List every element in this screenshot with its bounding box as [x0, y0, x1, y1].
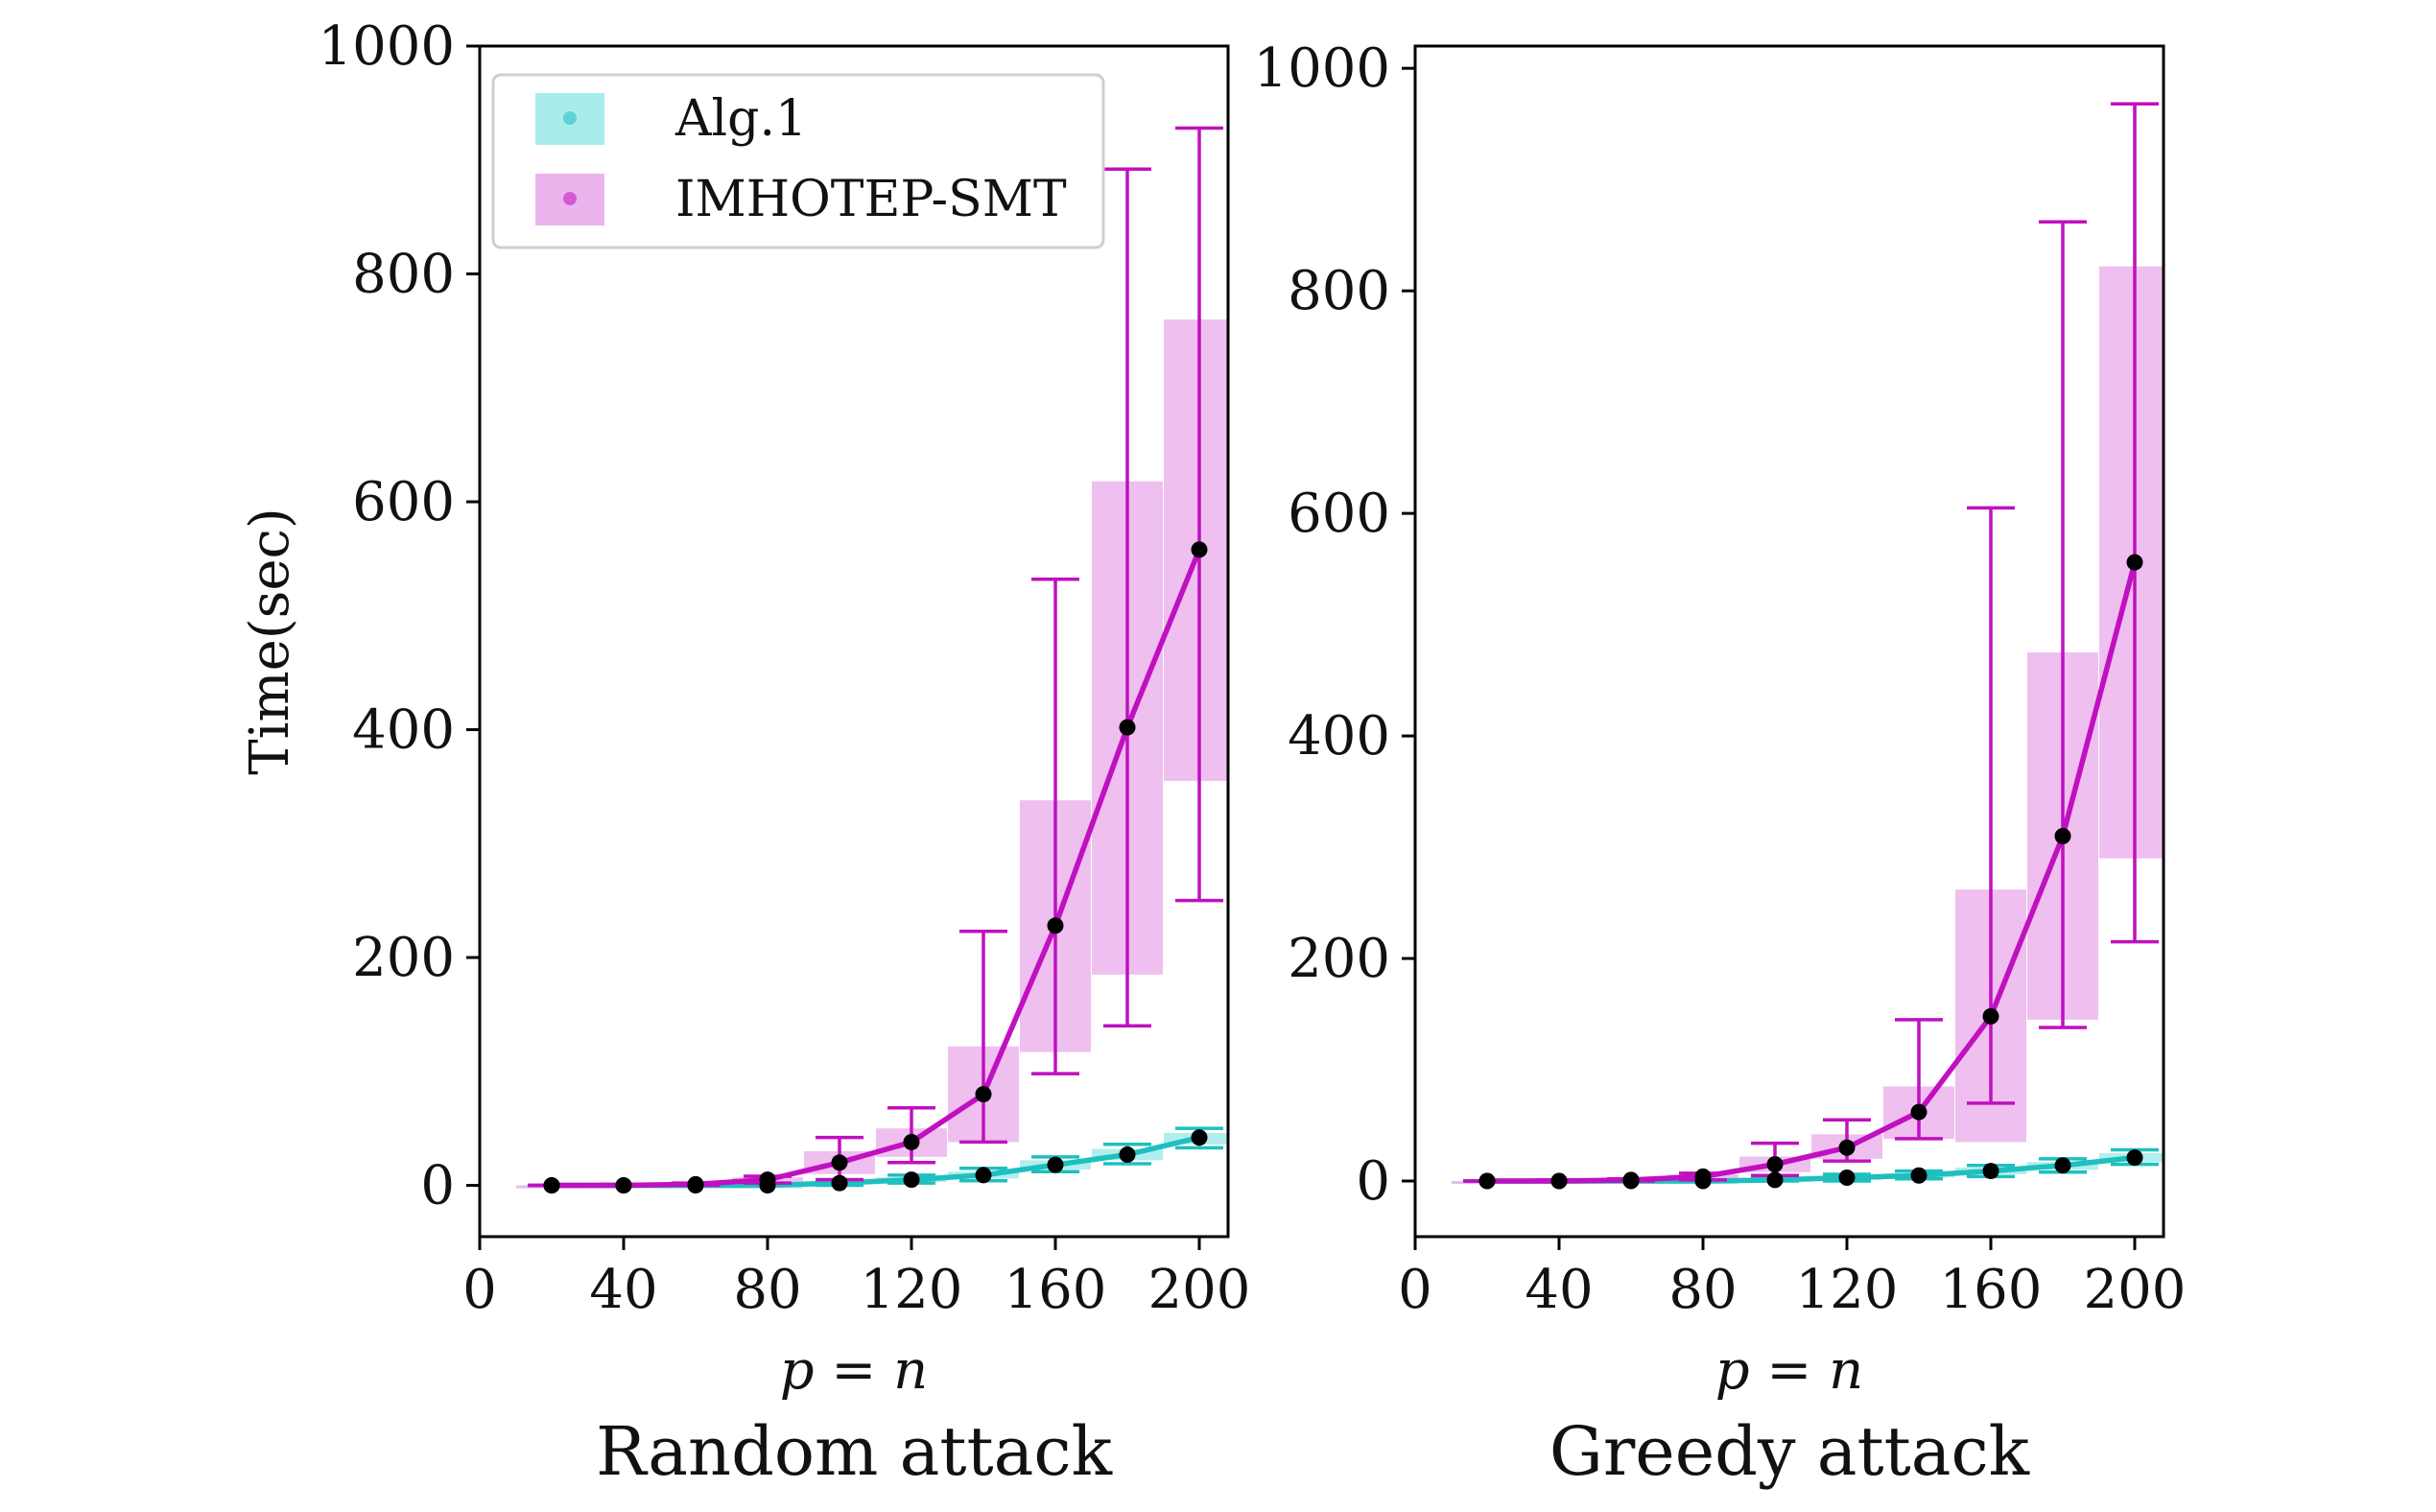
point-alg1	[1047, 1156, 1064, 1173]
point-alg1	[1982, 1163, 1999, 1180]
axes-frame	[1413, 44, 2165, 1239]
y-tick-label: 600	[352, 471, 455, 533]
y-tick-label: 400	[1288, 705, 1390, 768]
plot-area	[516, 126, 1228, 1194]
x-tick-label: 0	[462, 1259, 497, 1321]
legend-marker-imhotep-smt	[563, 192, 577, 205]
point-imhotep-smt	[2054, 827, 2071, 844]
point-imhotep-smt	[1622, 1171, 1640, 1189]
point-imhotep-smt	[1694, 1168, 1712, 1185]
x-axis-label: p = n	[780, 1339, 928, 1402]
point-imhotep-smt	[1766, 1156, 1784, 1173]
y-tick-label: 800	[352, 244, 455, 306]
subplot-title: Greedy attack	[1549, 1412, 2030, 1491]
series-line-alg1	[552, 1135, 1200, 1189]
point-imhotep-smt	[1550, 1172, 1568, 1190]
point-alg1	[831, 1174, 848, 1192]
x-tick-label: 200	[2084, 1259, 2187, 1321]
point-imhotep-smt	[1838, 1139, 1856, 1156]
point-alg1	[1119, 1146, 1136, 1163]
y-tick-label: 200	[352, 927, 455, 989]
point-alg1	[1191, 1129, 1208, 1146]
point-alg1	[975, 1167, 992, 1184]
point-alg1	[1766, 1171, 1784, 1189]
y-tick-label: 400	[352, 699, 455, 762]
y-tick-label: 600	[1288, 483, 1390, 545]
subplot-random-attack: 0 40 80 120 160 200 0 200 400 600 800 1000 p = n Rand…	[239, 15, 1250, 1491]
x-tick-label: 80	[1668, 1259, 1737, 1321]
point-imhotep-smt	[831, 1154, 848, 1171]
x-tick-label: 120	[1796, 1259, 1899, 1321]
point-imhotep-smt	[1119, 719, 1136, 736]
y-tick-label: 1000	[318, 15, 455, 78]
x-axis-label: p = n	[1715, 1339, 1863, 1402]
legend-entry-alg1: Alg.1	[535, 90, 807, 148]
legend-frame	[491, 73, 1105, 249]
point-imhotep-smt	[975, 1086, 992, 1103]
point-alg1	[1838, 1169, 1856, 1187]
subplot-title: Random attack	[596, 1412, 1113, 1491]
legend-entry-imhotep-smt: IMHOTEP-SMT	[535, 171, 1067, 228]
point-imhotep-smt	[687, 1175, 704, 1193]
point-alg1	[2054, 1157, 2071, 1174]
legend-label-imhotep-smt: IMHOTEP-SMT	[675, 171, 1067, 228]
y-tick-label: 0	[420, 1155, 455, 1217]
x-tick-label: 120	[861, 1259, 963, 1321]
y-tick-label: 0	[1356, 1150, 1390, 1213]
subplot-greedy-attack: 0 40 80 120 160 200 0 200 400 600 800 1000 p = n Gree…	[1253, 37, 2186, 1491]
x-tick-label: 80	[733, 1259, 801, 1321]
x-tick-label: 40	[589, 1259, 657, 1321]
plot-area	[1452, 102, 2164, 1190]
point-imhotep-smt	[615, 1177, 632, 1194]
point-imhotep-smt	[1047, 917, 1064, 934]
point-imhotep-smt	[903, 1133, 920, 1150]
point-alg1	[903, 1171, 920, 1189]
legend-label-alg1: Alg.1	[674, 90, 807, 148]
x-tick-label: 160	[1005, 1259, 1107, 1321]
series-line-imhotep-smt	[1487, 561, 2138, 1184]
x-tick-label: 200	[1148, 1259, 1251, 1321]
x-tick-label: 0	[1398, 1259, 1432, 1321]
series-line-imhotep-smt	[552, 548, 1202, 1189]
axes-frame	[478, 44, 1230, 1239]
point-imhotep-smt	[543, 1177, 560, 1194]
legend: Alg.1 IMHOTEP-SMT	[491, 73, 1105, 249]
point-imhotep-smt	[2126, 554, 2143, 571]
y-tick-label: 1000	[1253, 37, 1390, 100]
series-line-alg1	[1487, 1154, 2136, 1184]
point-imhotep-smt	[1191, 541, 1208, 558]
point-imhotep-smt	[1478, 1172, 1496, 1190]
x-tick-label: 160	[1940, 1259, 2043, 1321]
point-imhotep-smt	[1910, 1103, 1928, 1121]
point-imhotep-smt	[1982, 1007, 1999, 1025]
legend-marker-alg1	[563, 111, 577, 125]
point-alg1	[1910, 1167, 1928, 1184]
point-alg1	[2126, 1149, 2143, 1167]
y-axis-label: Time(sec)	[239, 508, 301, 774]
series-lines-imhotep-smt	[528, 126, 1223, 1189]
y-tick-label: 800	[1288, 260, 1390, 322]
point-imhotep-smt	[759, 1171, 776, 1189]
series-lines-alg1	[528, 1126, 1223, 1189]
y-tick-label: 200	[1288, 928, 1390, 990]
x-tick-label: 40	[1525, 1259, 1593, 1321]
